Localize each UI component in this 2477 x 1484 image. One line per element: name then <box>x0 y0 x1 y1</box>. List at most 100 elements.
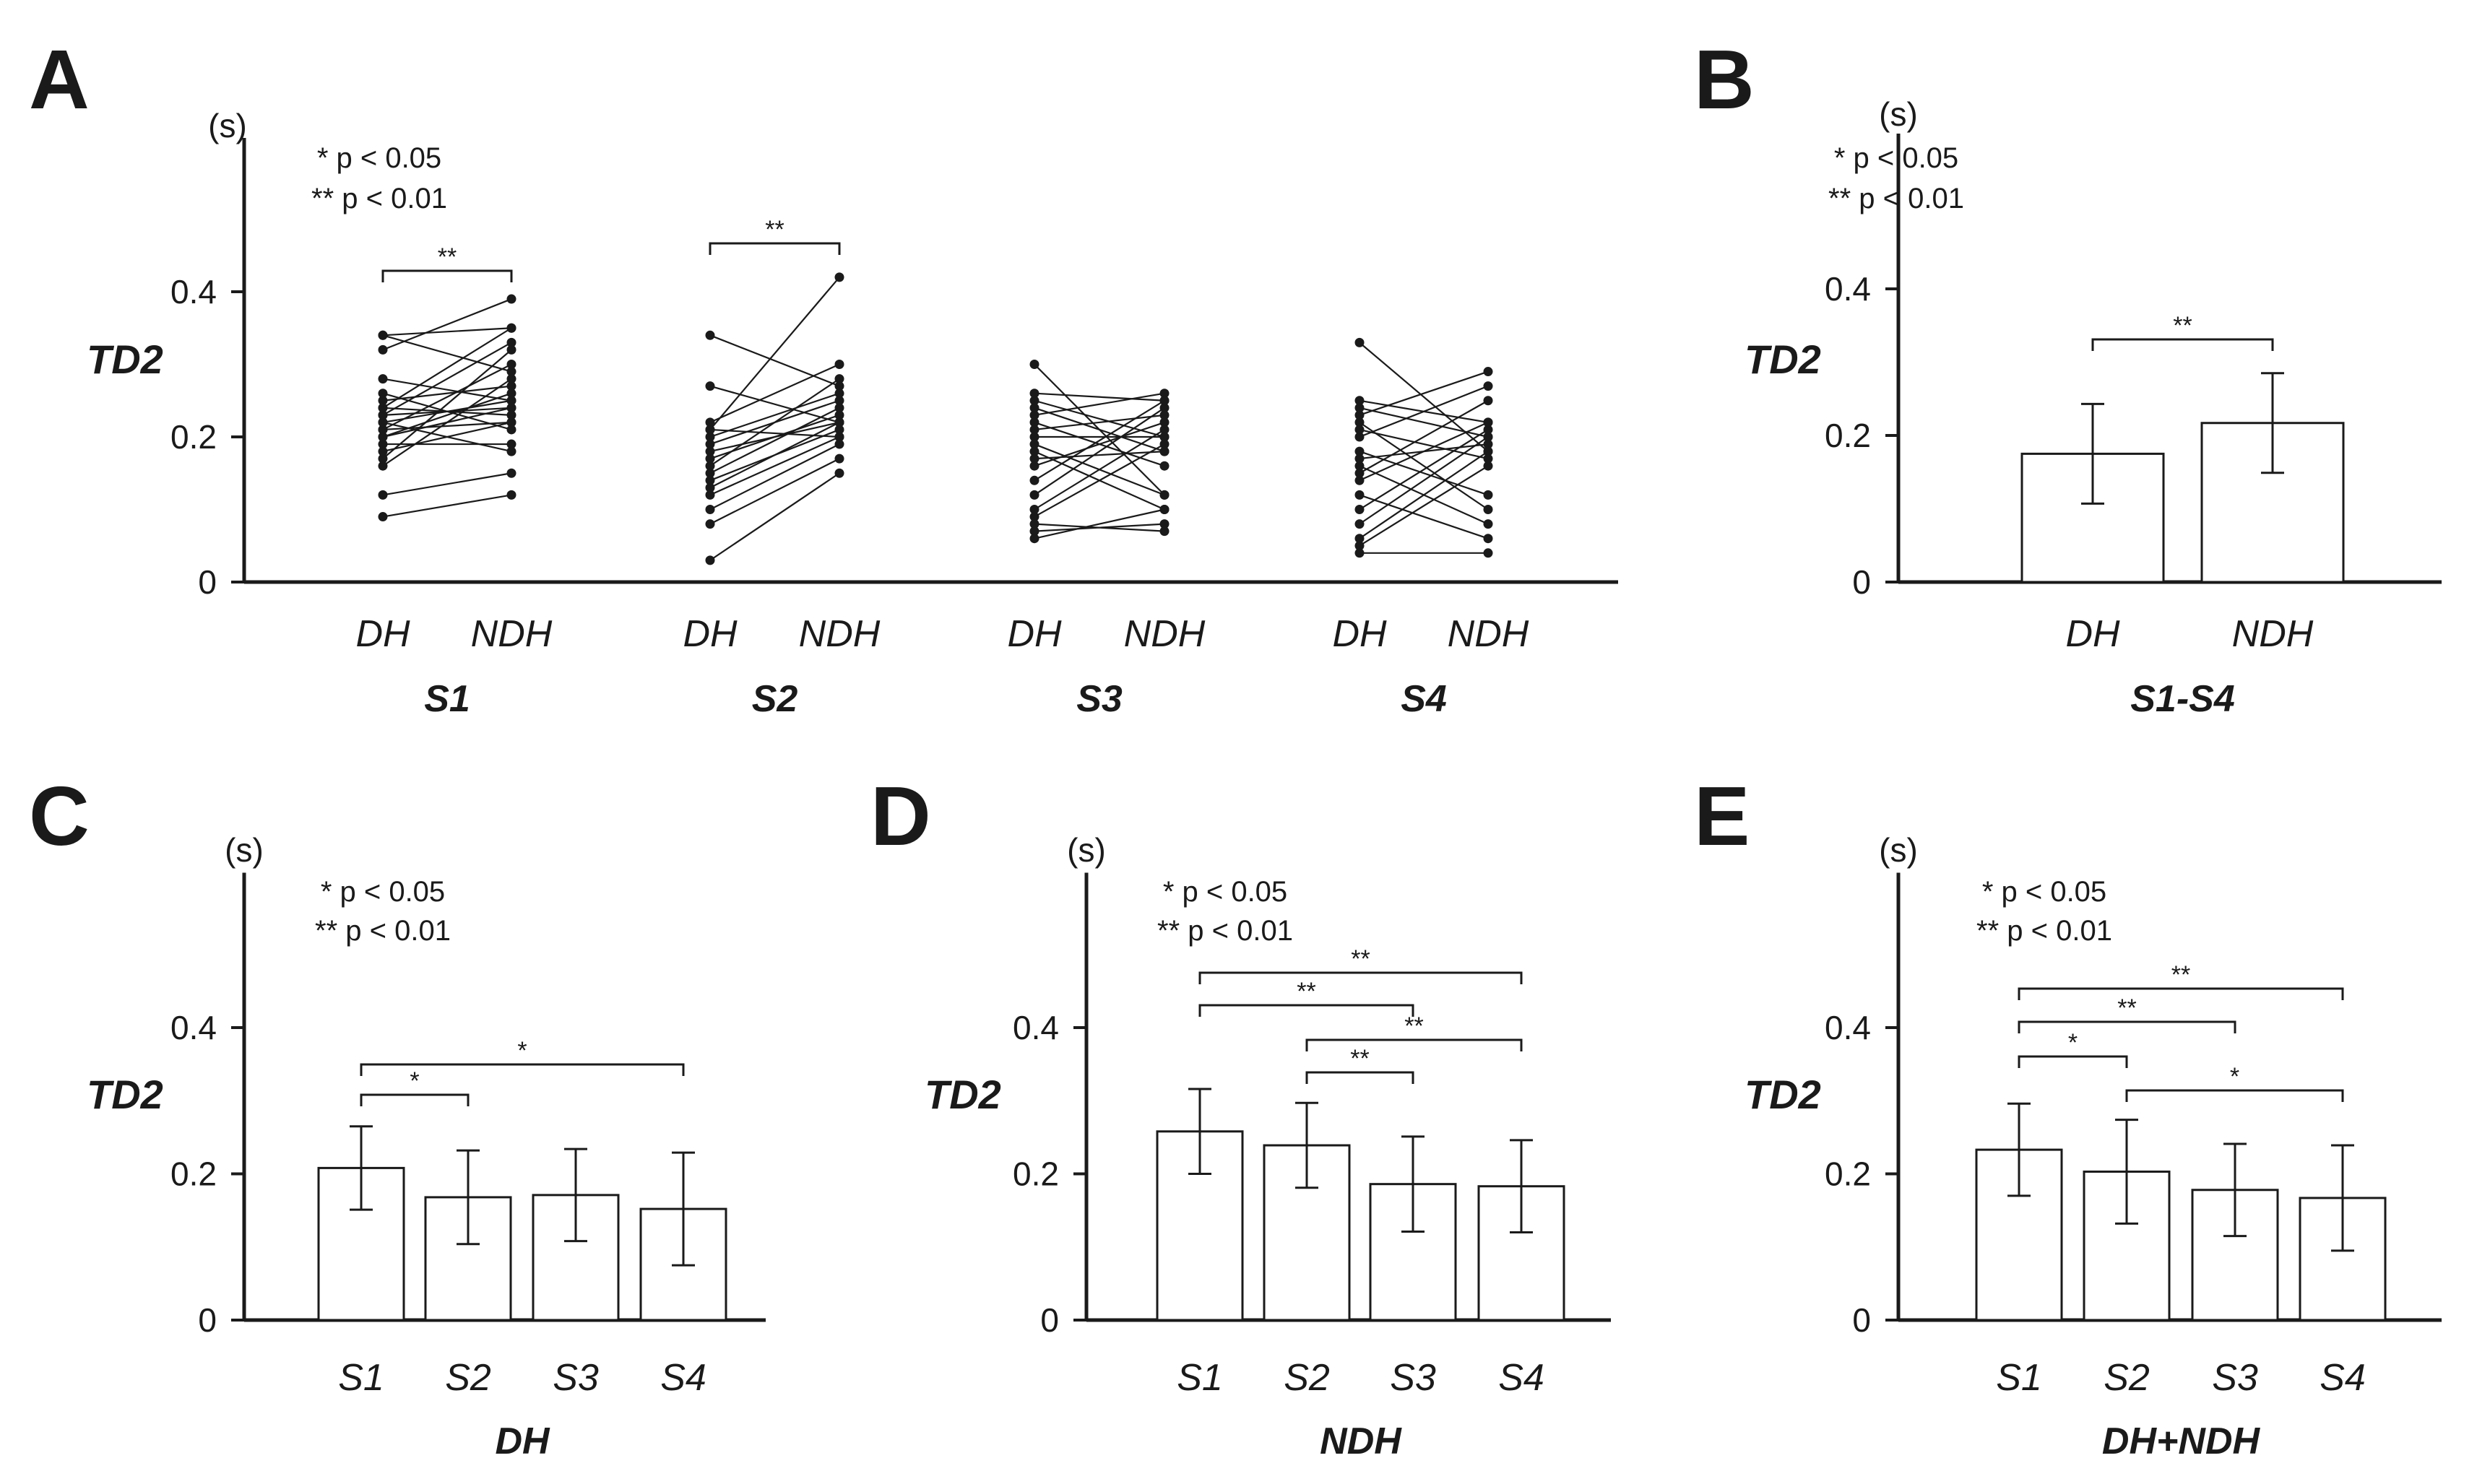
data-point-dh <box>1029 425 1039 435</box>
significance-label: ** <box>1350 1045 1369 1072</box>
y-tick-label: 0.2 <box>170 418 217 456</box>
data-point-dh <box>1029 526 1039 537</box>
y-tick-label: 0 <box>1852 1301 1871 1339</box>
data-point-ndh <box>1483 367 1493 377</box>
data-point-dh <box>1354 403 1365 413</box>
data-point-ndh <box>506 468 516 478</box>
data-point-ndh <box>1159 425 1170 435</box>
data-point-dh <box>705 425 715 435</box>
panel-letter-a: A <box>29 32 90 126</box>
pair-line <box>709 407 840 474</box>
significance-legend-1: * p < 0.05 <box>1982 876 2106 908</box>
significance-legend-1: * p < 0.05 <box>321 876 445 908</box>
y-tick-label: 0.4 <box>170 1009 217 1046</box>
data-point-ndh <box>1159 519 1170 529</box>
significance-legend-2: ** p < 0.01 <box>1828 183 1964 214</box>
data-point-ndh <box>506 403 516 413</box>
pair-line <box>1359 451 1489 496</box>
data-point-ndh <box>1483 534 1493 544</box>
panel-b: B 0 0.2 0.4 (s) TD2 * p < 0.05 ** p < 0.01 DH NDH… <box>1694 32 2442 720</box>
x-tick-label: S1 <box>1177 1357 1223 1399</box>
panel-e: E 0 0.2 0.4 (s) TD2 * p < 0.05 ** p < 0.01 S1 S2 S… <box>1694 769 2442 1462</box>
data-point-dh <box>378 410 388 420</box>
x-tick-label: S4 <box>660 1357 706 1399</box>
data-point-ndh <box>506 439 516 449</box>
x-tick-label: S2 <box>445 1357 491 1399</box>
significance-label: ** <box>2173 312 2192 339</box>
y-tick-label: 0.2 <box>1825 1155 1871 1193</box>
significance-legend-1: * p < 0.05 <box>317 142 441 174</box>
x-tick-label: S4 <box>1498 1357 1544 1399</box>
data-point-dh <box>705 439 715 449</box>
bar-s1 <box>1156 1130 1244 1322</box>
data-point-ndh <box>1483 454 1493 464</box>
data-point-dh <box>378 461 388 471</box>
pair-line <box>1034 392 1165 416</box>
data-point-dh <box>1029 432 1039 442</box>
data-point-ndh <box>506 389 516 399</box>
data-point-ndh <box>1159 446 1170 456</box>
pair-line <box>382 385 512 402</box>
pair-line <box>1034 414 1165 431</box>
pair-line <box>382 342 512 416</box>
significance-label: * <box>410 1067 419 1095</box>
significance-label: ** <box>1297 978 1315 1005</box>
data-point-ndh <box>1483 505 1493 514</box>
panel-d: D 0 0.2 0.4 (s) TD2 * p < 0.05 ** p < 0.01 S1 S2 S… <box>870 769 1611 1462</box>
x-tick-label: NDH <box>2232 613 2314 655</box>
pair-line <box>709 363 840 423</box>
y-tick-label: 0.4 <box>1825 1009 1871 1046</box>
x-group-label: S1-S4 <box>2130 678 2235 720</box>
data-point-ndh <box>834 381 844 391</box>
pair-line <box>1034 451 1165 460</box>
data-point-ndh <box>1159 432 1170 442</box>
x-group-label: NDH <box>1320 1420 1402 1462</box>
data-point-dh <box>705 381 715 391</box>
significance-legend-2: ** p < 0.01 <box>1976 915 2112 947</box>
data-point-dh <box>378 344 388 355</box>
significance-legend-2: ** p < 0.01 <box>315 915 451 947</box>
data-point-dh <box>705 468 715 478</box>
y-tick-label: 0.2 <box>1825 417 1871 454</box>
significance-bracket <box>360 1093 470 1106</box>
data-point-ndh <box>1159 396 1170 406</box>
pair-line <box>382 392 512 431</box>
data-point-dh <box>378 439 388 449</box>
x-tick-label: S1 <box>338 1357 384 1399</box>
data-point-dh <box>1354 468 1365 478</box>
x-tick-label: DH <box>1007 613 1062 655</box>
y-tick-label: 0.4 <box>170 273 217 311</box>
y-axis-label: TD2 <box>1745 337 1821 382</box>
data-point-dh <box>378 432 388 442</box>
pair-line <box>1359 428 1489 460</box>
data-point-dh <box>705 461 715 471</box>
data-point-dh <box>1029 446 1039 456</box>
group-label: S2 <box>752 678 798 720</box>
data-point-dh <box>1354 548 1365 558</box>
data-point-ndh <box>506 396 516 406</box>
significance-label: ** <box>2117 994 2136 1022</box>
y-unit-label: (s) <box>1067 831 1106 869</box>
pair-line <box>709 421 840 453</box>
pair-line <box>709 428 840 482</box>
pair-line <box>1359 342 1489 452</box>
pair-line <box>709 392 840 438</box>
significance-label: ** <box>1404 1012 1423 1040</box>
panel-letter-d: D <box>870 769 931 863</box>
pair-line <box>1359 421 1489 511</box>
data-point-dh <box>1029 475 1039 485</box>
pair-line <box>1359 436 1489 525</box>
significance-label: ** <box>765 216 784 243</box>
x-group-label: DH <box>495 1420 550 1462</box>
data-point-dh <box>378 490 388 500</box>
pair-line <box>1034 399 1165 438</box>
data-point-dh <box>1029 490 1039 500</box>
data-point-ndh <box>506 337 516 347</box>
data-point-ndh <box>506 381 516 391</box>
pair-line <box>709 385 840 423</box>
data-point-dh <box>1029 505 1039 514</box>
pair-line <box>382 349 512 459</box>
y-axis-label: TD2 <box>925 1072 1001 1117</box>
pair-line <box>1359 465 1489 525</box>
